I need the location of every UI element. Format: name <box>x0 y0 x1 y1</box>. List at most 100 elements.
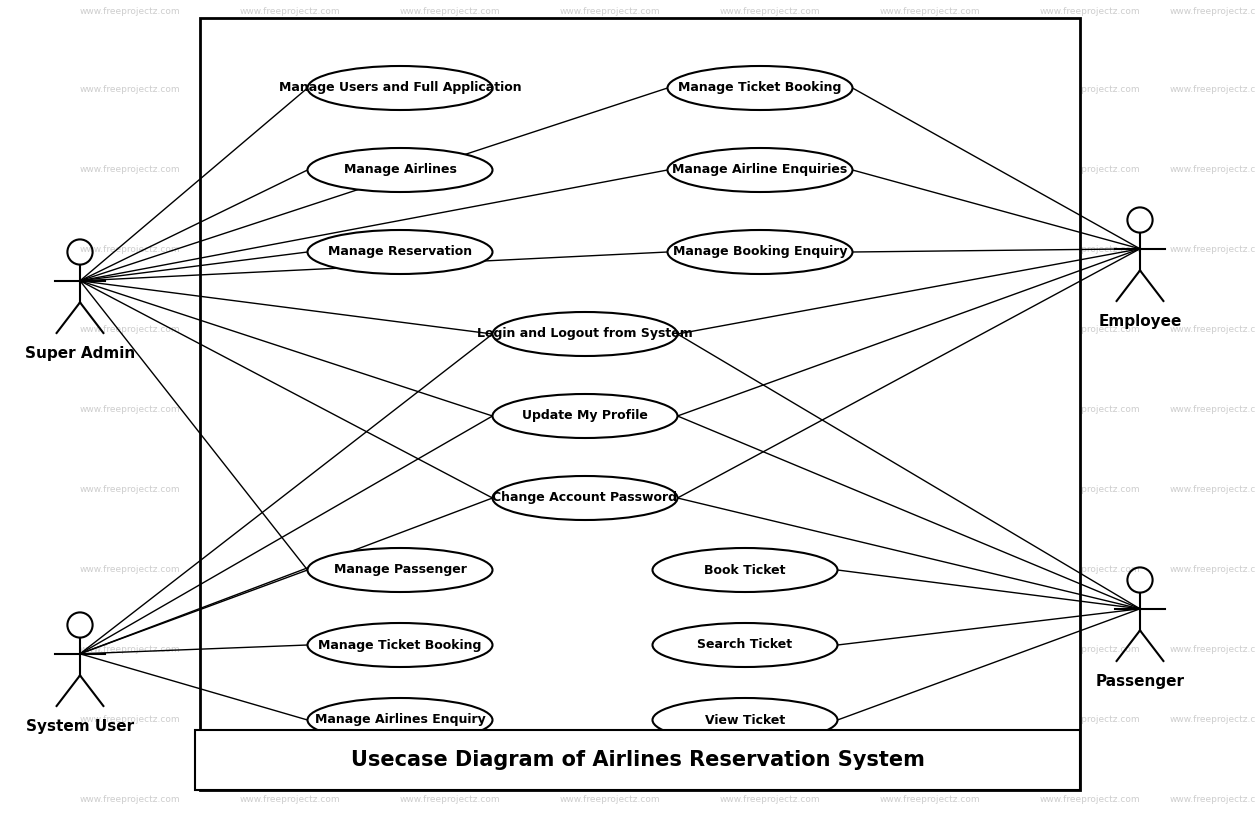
Text: www.freeprojectz.com: www.freeprojectz.com <box>79 165 181 174</box>
Ellipse shape <box>653 698 837 742</box>
Text: Update My Profile: Update My Profile <box>522 410 648 423</box>
Text: www.freeprojectz.com: www.freeprojectz.com <box>880 85 980 94</box>
Ellipse shape <box>492 394 678 438</box>
Text: Employee: Employee <box>1098 314 1182 328</box>
Ellipse shape <box>653 623 837 667</box>
Text: www.freeprojectz.com: www.freeprojectz.com <box>79 795 181 804</box>
Text: www.freeprojectz.com: www.freeprojectz.com <box>560 565 660 574</box>
Text: www.freeprojectz.com: www.freeprojectz.com <box>399 246 501 255</box>
Text: www.freeprojectz.com: www.freeprojectz.com <box>880 795 980 804</box>
Text: www.freeprojectz.com: www.freeprojectz.com <box>1170 795 1255 804</box>
Ellipse shape <box>307 230 492 274</box>
Text: www.freeprojectz.com: www.freeprojectz.com <box>560 7 660 16</box>
Text: www.freeprojectz.com: www.freeprojectz.com <box>240 486 340 495</box>
Ellipse shape <box>307 623 492 667</box>
Text: www.freeprojectz.com: www.freeprojectz.com <box>560 795 660 804</box>
Text: www.freeprojectz.com: www.freeprojectz.com <box>1039 645 1141 654</box>
Text: Usecase Diagram of Airlines Reservation System: Usecase Diagram of Airlines Reservation … <box>350 750 925 770</box>
Text: www.freeprojectz.com: www.freeprojectz.com <box>719 325 821 334</box>
Text: www.freeprojectz.com: www.freeprojectz.com <box>880 7 980 16</box>
Text: www.freeprojectz.com: www.freeprojectz.com <box>560 405 660 414</box>
Text: www.freeprojectz.com: www.freeprojectz.com <box>240 325 340 334</box>
Text: www.freeprojectz.com: www.freeprojectz.com <box>880 645 980 654</box>
Text: www.freeprojectz.com: www.freeprojectz.com <box>1170 325 1255 334</box>
Text: www.freeprojectz.com: www.freeprojectz.com <box>79 645 181 654</box>
Text: www.freeprojectz.com: www.freeprojectz.com <box>79 486 181 495</box>
Text: www.freeprojectz.com: www.freeprojectz.com <box>719 565 821 574</box>
Text: www.freeprojectz.com: www.freeprojectz.com <box>560 165 660 174</box>
Text: www.freeprojectz.com: www.freeprojectz.com <box>399 165 501 174</box>
Text: www.freeprojectz.com: www.freeprojectz.com <box>719 405 821 414</box>
Text: www.freeprojectz.com: www.freeprojectz.com <box>1170 165 1255 174</box>
Text: www.freeprojectz.com: www.freeprojectz.com <box>1039 246 1141 255</box>
Text: Book Ticket: Book Ticket <box>704 563 786 577</box>
Text: Manage Passenger: Manage Passenger <box>334 563 467 577</box>
Text: www.freeprojectz.com: www.freeprojectz.com <box>560 645 660 654</box>
Text: System User: System User <box>26 718 134 734</box>
Ellipse shape <box>307 548 492 592</box>
Text: www.freeprojectz.com: www.freeprojectz.com <box>1039 565 1141 574</box>
Text: www.freeprojectz.com: www.freeprojectz.com <box>719 716 821 725</box>
Text: www.freeprojectz.com: www.freeprojectz.com <box>240 716 340 725</box>
Text: www.freeprojectz.com: www.freeprojectz.com <box>1039 716 1141 725</box>
Text: www.freeprojectz.com: www.freeprojectz.com <box>79 325 181 334</box>
Text: www.freeprojectz.com: www.freeprojectz.com <box>719 7 821 16</box>
Text: www.freeprojectz.com: www.freeprojectz.com <box>399 405 501 414</box>
Text: www.freeprojectz.com: www.freeprojectz.com <box>880 325 980 334</box>
Text: www.freeprojectz.com: www.freeprojectz.com <box>880 486 980 495</box>
Text: Change Account Password: Change Account Password <box>492 491 678 505</box>
Text: Login and Logout from System: Login and Logout from System <box>477 328 693 341</box>
Text: View Ticket: View Ticket <box>705 713 786 726</box>
Text: www.freeprojectz.com: www.freeprojectz.com <box>1170 645 1255 654</box>
Text: www.freeprojectz.com: www.freeprojectz.com <box>719 486 821 495</box>
Ellipse shape <box>668 230 852 274</box>
Text: www.freeprojectz.com: www.freeprojectz.com <box>240 405 340 414</box>
Text: www.freeprojectz.com: www.freeprojectz.com <box>719 165 821 174</box>
Text: Manage Booking Enquiry: Manage Booking Enquiry <box>673 246 847 259</box>
Text: www.freeprojectz.com: www.freeprojectz.com <box>880 716 980 725</box>
Text: www.freeprojectz.com: www.freeprojectz.com <box>880 165 980 174</box>
Text: www.freeprojectz.com: www.freeprojectz.com <box>79 7 181 16</box>
Text: www.freeprojectz.com: www.freeprojectz.com <box>399 486 501 495</box>
Ellipse shape <box>492 312 678 356</box>
Bar <box>200 18 1081 790</box>
Text: Manage Ticket Booking: Manage Ticket Booking <box>678 82 842 94</box>
Ellipse shape <box>653 548 837 592</box>
Text: www.freeprojectz.com: www.freeprojectz.com <box>240 246 340 255</box>
Text: www.freeprojectz.com: www.freeprojectz.com <box>399 325 501 334</box>
Text: Manage Airlines Enquiry: Manage Airlines Enquiry <box>315 713 486 726</box>
Ellipse shape <box>307 66 492 110</box>
Text: Manage Reservation: Manage Reservation <box>328 246 472 259</box>
Text: Search Ticket: Search Ticket <box>698 639 793 651</box>
Text: Manage Users and Full Application: Manage Users and Full Application <box>279 82 521 94</box>
Text: www.freeprojectz.com: www.freeprojectz.com <box>560 325 660 334</box>
Text: www.freeprojectz.com: www.freeprojectz.com <box>1039 795 1141 804</box>
Text: www.freeprojectz.com: www.freeprojectz.com <box>880 565 980 574</box>
Text: www.freeprojectz.com: www.freeprojectz.com <box>79 246 181 255</box>
Text: www.freeprojectz.com: www.freeprojectz.com <box>1039 165 1141 174</box>
Text: www.freeprojectz.com: www.freeprojectz.com <box>1039 325 1141 334</box>
Text: www.freeprojectz.com: www.freeprojectz.com <box>719 85 821 94</box>
Text: Manage Airlines: Manage Airlines <box>344 164 457 177</box>
Ellipse shape <box>307 698 492 742</box>
Text: www.freeprojectz.com: www.freeprojectz.com <box>399 85 501 94</box>
Text: www.freeprojectz.com: www.freeprojectz.com <box>880 246 980 255</box>
Text: www.freeprojectz.com: www.freeprojectz.com <box>240 795 340 804</box>
Text: www.freeprojectz.com: www.freeprojectz.com <box>1039 85 1141 94</box>
Text: www.freeprojectz.com: www.freeprojectz.com <box>240 645 340 654</box>
Text: www.freeprojectz.com: www.freeprojectz.com <box>719 246 821 255</box>
Text: www.freeprojectz.com: www.freeprojectz.com <box>560 716 660 725</box>
Text: www.freeprojectz.com: www.freeprojectz.com <box>399 795 501 804</box>
Text: www.freeprojectz.com: www.freeprojectz.com <box>399 565 501 574</box>
Text: www.freeprojectz.com: www.freeprojectz.com <box>79 565 181 574</box>
Text: Passenger: Passenger <box>1096 673 1185 689</box>
Text: www.freeprojectz.com: www.freeprojectz.com <box>1170 565 1255 574</box>
Text: www.freeprojectz.com: www.freeprojectz.com <box>1170 716 1255 725</box>
Text: www.freeprojectz.com: www.freeprojectz.com <box>399 7 501 16</box>
Text: www.freeprojectz.com: www.freeprojectz.com <box>1170 405 1255 414</box>
Text: www.freeprojectz.com: www.freeprojectz.com <box>560 486 660 495</box>
Text: www.freeprojectz.com: www.freeprojectz.com <box>719 645 821 654</box>
Text: www.freeprojectz.com: www.freeprojectz.com <box>79 405 181 414</box>
Ellipse shape <box>668 66 852 110</box>
Text: Manage Airline Enquiries: Manage Airline Enquiries <box>673 164 847 177</box>
